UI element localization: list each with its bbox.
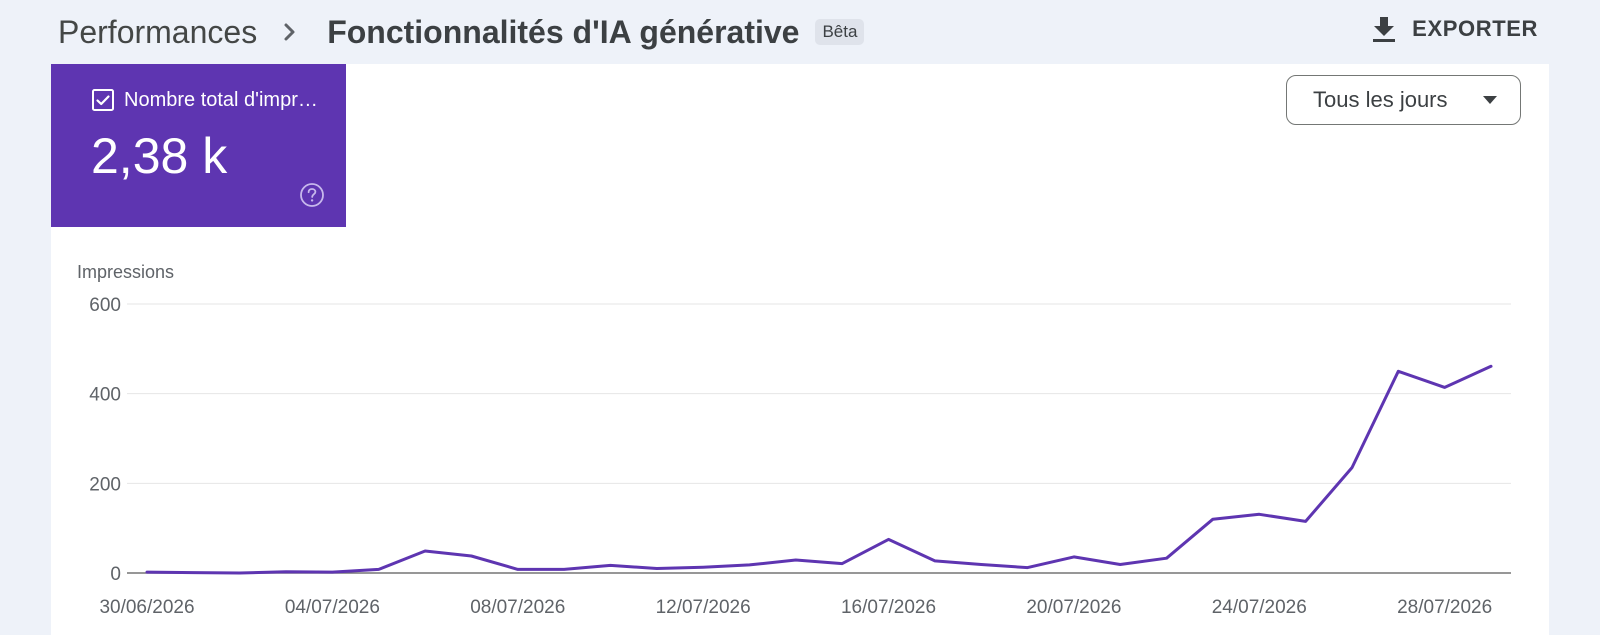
export-label: EXPORTER <box>1412 16 1538 41</box>
data-point[interactable] <box>512 563 524 575</box>
data-point[interactable] <box>419 545 431 557</box>
metric-label: Nombre total d'impressions <box>124 89 324 111</box>
page-header: Performances Fonctionnalités d'IA généra… <box>0 0 1600 64</box>
data-point[interactable] <box>1439 381 1451 393</box>
x-tick-label: 16/07/2026 <box>841 597 936 618</box>
y-tick-label: 0 <box>110 564 121 585</box>
x-tick-label: 28/07/2026 <box>1397 597 1492 618</box>
x-tick-label: 04/07/2026 <box>285 597 380 618</box>
data-point[interactable] <box>929 555 941 567</box>
impressions-chart: Impressions 0 200 400 600 30/06/2026 04/07/2… <box>51 254 1549 635</box>
metric-value: 2,38 k <box>91 128 228 184</box>
x-tick-label: 24/07/2026 <box>1212 597 1307 618</box>
data-point[interactable] <box>234 567 246 579</box>
data-point[interactable] <box>1346 462 1358 474</box>
x-ticks: 30/06/2026 04/07/2026 08/07/2026 12/07/2026… <box>99 597 1492 618</box>
data-point[interactable] <box>465 550 477 562</box>
x-tick-label: 12/07/2026 <box>656 597 751 618</box>
data-point[interactable] <box>836 558 848 570</box>
x-tick-label: 08/07/2026 <box>470 597 565 618</box>
data-point[interactable] <box>1392 365 1404 377</box>
data-point[interactable] <box>187 567 199 579</box>
data-point[interactable] <box>280 566 292 578</box>
data-point[interactable] <box>1207 513 1219 525</box>
data-point[interactable] <box>326 566 338 578</box>
data-point[interactable] <box>743 559 755 571</box>
data-point[interactable] <box>1068 551 1080 563</box>
data-point[interactable] <box>1022 562 1034 574</box>
y-tick-label: 400 <box>89 385 121 406</box>
checkbox-checked-icon[interactable] <box>91 88 115 112</box>
data-point[interactable] <box>141 566 153 578</box>
data-point[interactable] <box>651 563 663 575</box>
data-point[interactable] <box>1161 552 1173 564</box>
data-point[interactable] <box>697 561 709 573</box>
help-circle-icon[interactable] <box>299 182 325 208</box>
beta-badge: Bêta <box>815 19 865 45</box>
impressions-chart-svg: Impressions 0 200 400 600 30/06/2026 04/07/2… <box>77 262 1511 618</box>
page-title: Fonctionnalités d'IA générative <box>327 13 800 50</box>
data-point[interactable] <box>975 558 987 570</box>
data-point[interactable] <box>604 559 616 571</box>
series-layer <box>141 360 1497 579</box>
data-point[interactable] <box>1485 360 1497 372</box>
export-button[interactable]: EXPORTER <box>1370 6 1538 52</box>
chevron-right-icon <box>284 23 295 41</box>
data-point[interactable] <box>883 533 895 545</box>
y-tick-label: 600 <box>89 295 121 316</box>
x-tick-label: 30/06/2026 <box>99 597 194 618</box>
performance-card: Nombre total d'impressions 2,38 k Tous l… <box>51 64 1549 635</box>
y-tick-label: 200 <box>89 474 121 495</box>
data-point[interactable] <box>790 554 802 566</box>
y-ticks: 0 200 400 600 <box>89 295 121 585</box>
breadcrumb-parent-link[interactable]: Performances <box>58 13 258 50</box>
period-select-value: Tous les jours <box>1313 87 1448 112</box>
y-axis-title: Impressions <box>77 262 174 282</box>
data-point[interactable] <box>558 563 570 575</box>
breadcrumb: Performances Fonctionnalités d'IA généra… <box>58 8 865 56</box>
download-icon <box>1373 17 1396 42</box>
grid-layer <box>127 303 1511 574</box>
data-point[interactable] <box>373 563 385 575</box>
x-tick-label: 20/07/2026 <box>1026 597 1121 618</box>
caret-down-icon <box>1483 96 1497 104</box>
period-select[interactable]: Tous les jours <box>1286 75 1521 125</box>
metric-tile-total-impressions[interactable]: Nombre total d'impressions 2,38 k <box>51 64 346 227</box>
data-point[interactable] <box>1253 508 1265 520</box>
data-point[interactable] <box>1114 558 1126 570</box>
data-point[interactable] <box>1300 515 1312 527</box>
impressions-series-line <box>145 364 1493 575</box>
